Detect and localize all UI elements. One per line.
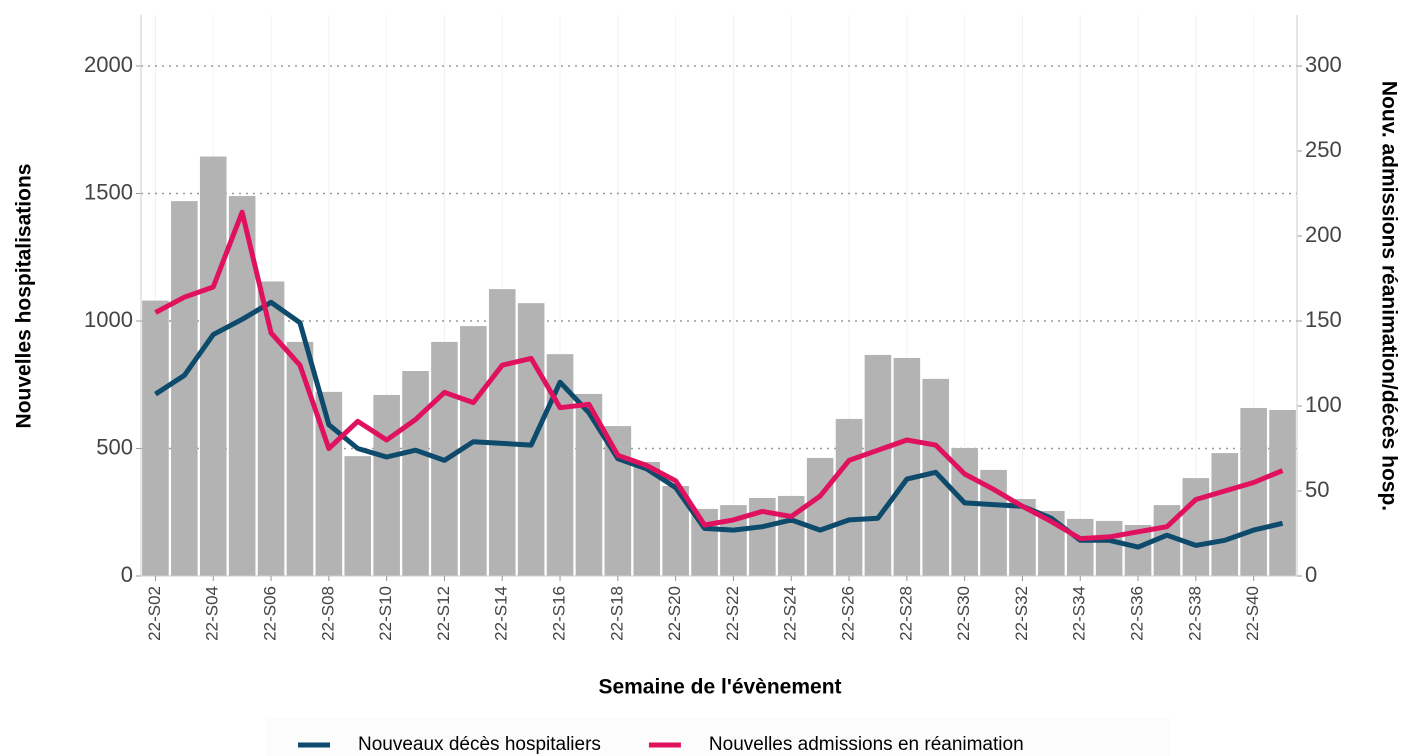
- y-tick-label: 1000: [84, 307, 133, 332]
- x-tick-label: 22-S04: [203, 586, 222, 641]
- bar: [1095, 520, 1123, 576]
- x-tick-label: 22-S32: [1012, 586, 1031, 641]
- x-tick-label: 22-S18: [607, 586, 626, 641]
- bar: [893, 357, 921, 576]
- line: [154, 209, 1284, 542]
- x-tick-label: 22-S02: [145, 586, 164, 641]
- bar: [806, 457, 834, 576]
- bar: [1211, 453, 1239, 576]
- bar: [488, 289, 516, 576]
- y-tick-label: 0: [121, 562, 133, 587]
- y2-tick-label: 300: [1305, 52, 1342, 77]
- x-tick-label: 22-S40: [1243, 586, 1262, 641]
- y2-tick-label: 50: [1305, 477, 1329, 502]
- legend-box: [265, 718, 1170, 756]
- x-tick-label: 22-S22: [723, 586, 742, 641]
- bar: [835, 418, 863, 576]
- x-tick-label: 22-S26: [839, 586, 858, 641]
- y2-axis-title: Nouv. admissions réanimation/décès hosp.: [1377, 81, 1400, 511]
- bar: [142, 300, 169, 576]
- x-tick-label: 22-S20: [665, 586, 684, 641]
- bar: [1182, 478, 1210, 576]
- x-tick-label: 22-S06: [261, 586, 280, 641]
- y2-tick-label: 100: [1305, 392, 1342, 417]
- bar: [951, 447, 978, 576]
- x-tick-label: 22-S12: [434, 586, 453, 641]
- legend-label: Nouveaux décès hospitaliers: [358, 734, 601, 755]
- x-tick-label: 22-S08: [318, 586, 337, 641]
- y2-tick-label: 0: [1305, 562, 1317, 587]
- x-tick-label: 22-S16: [550, 586, 569, 641]
- bar: [199, 156, 227, 576]
- x-tick-label: 22-S38: [1185, 586, 1204, 641]
- bar: [460, 326, 487, 576]
- bar: [1240, 407, 1267, 576]
- y-tick-label: 1500: [84, 179, 133, 204]
- bar: [402, 370, 429, 576]
- bar: [171, 201, 198, 576]
- y-tick-label: 500: [96, 434, 133, 459]
- y-tick-label: 2000: [84, 52, 133, 77]
- bar: [633, 462, 661, 576]
- y2-tick-label: 150: [1305, 307, 1342, 332]
- y2-tick-label: 250: [1305, 137, 1342, 162]
- x-tick-label: 22-S30: [954, 586, 973, 641]
- bar: [1269, 409, 1296, 576]
- bar: [1066, 518, 1094, 576]
- x-tick-label: 22-S24: [781, 586, 800, 641]
- x-tick-label: 22-S14: [492, 586, 511, 641]
- y2-tick-label: 200: [1305, 222, 1342, 247]
- x-tick-label: 22-S10: [376, 586, 395, 641]
- x-tick-label: 22-S36: [1128, 586, 1147, 641]
- bar: [373, 394, 400, 576]
- y-axis-title: Nouvelles hospitalisations: [13, 164, 36, 429]
- x-tick-label: 22-S28: [896, 586, 915, 641]
- bar: [864, 354, 892, 576]
- bar: [344, 456, 372, 576]
- legend-label: Nouvelles admissions en réanimation: [709, 734, 1024, 755]
- x-axis-title: Semaine de l'évènement: [598, 676, 841, 699]
- bar: [922, 378, 950, 576]
- x-tick-label: 22-S34: [1070, 586, 1089, 641]
- bar: [286, 341, 314, 576]
